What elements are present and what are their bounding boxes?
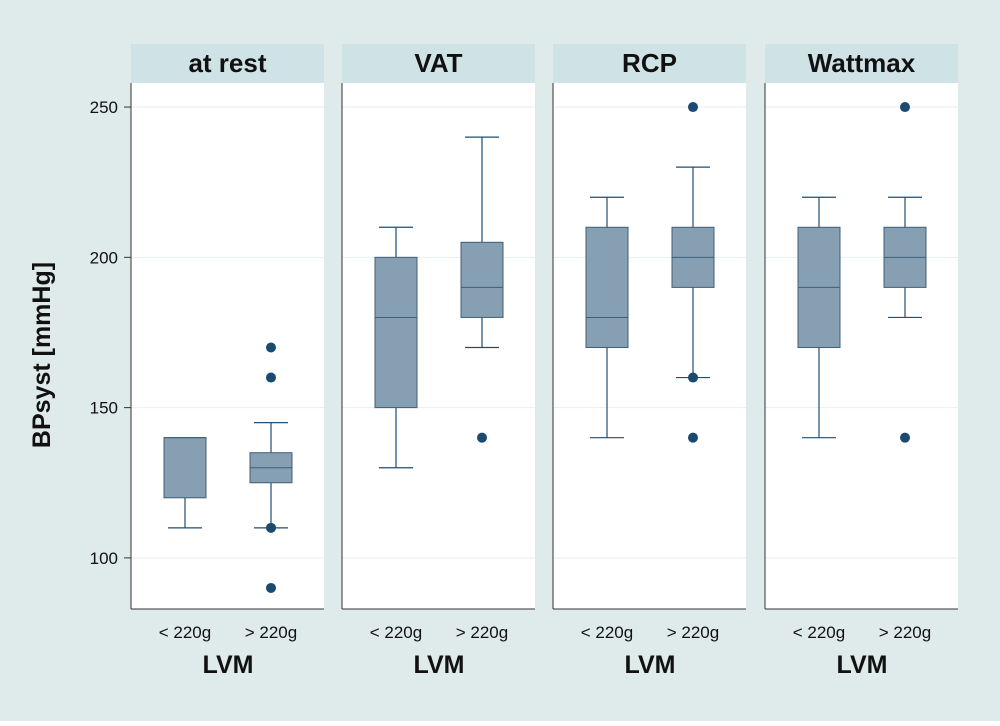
x-tick-label: > 220g [879,623,931,642]
outlier-point [900,432,910,443]
box-rect [460,241,504,318]
outlier-point [688,102,698,113]
outlier-point [266,522,276,533]
panel-1: VAT < 220g > 220g LVM [341,44,535,679]
panel-3: Wattmax < 220g > 220g LVM [764,44,958,679]
x-tick-label: < 220g [581,623,633,642]
panel-title: VAT [414,48,462,78]
panel-2: RCP < 220g > 220g LVM [552,44,746,679]
y-tick-label: 250 [90,98,118,117]
panels-group: at rest < 220g > 220g LVM VAT < 220g > 220g LVM… [90,44,958,679]
outlier-point [266,342,276,353]
plot-area [131,83,324,609]
y-tick-label: 150 [90,399,118,418]
x-axis-label: LVM [203,651,254,679]
x-tick-label: < 220g [370,623,422,642]
box-1 [883,102,927,443]
box-0 [374,226,418,469]
outlier-point [900,102,910,113]
y-axis: 100 150 200 250 [90,98,131,568]
box-1 [671,102,715,443]
outlier-point [688,432,698,443]
panel-header [765,44,958,83]
box-rect [374,256,418,409]
box-0 [585,196,629,439]
x-tick-label: < 220g [159,623,211,642]
x-tick-label: > 220g [667,623,719,642]
x-tick-label: > 220g [456,623,508,642]
x-axis-label: LVM [837,651,888,679]
plot-area [553,83,746,609]
box-rect [585,226,629,349]
y-tick-label: 100 [90,549,118,568]
panel-title: at rest [188,48,266,78]
x-tick-label: < 220g [793,623,845,642]
outlier-point [477,432,487,443]
outlier-point [688,372,698,383]
panel-header [342,44,535,83]
box-rect [163,437,207,499]
panel-0: at rest < 220g > 220g LVM [130,44,324,679]
box-1 [460,136,504,443]
plot-area [765,83,958,609]
panel-title: RCP [622,48,677,78]
plot-area [342,83,535,609]
x-tick-label: > 220g [245,623,297,642]
y-axis-label: BPsyst [mmHg] [28,262,56,448]
x-axis-label: LVM [414,651,465,679]
box-1 [249,342,293,593]
panel-header [553,44,746,83]
box-0 [163,437,207,529]
box-0 [797,196,841,439]
panel-header [131,44,324,83]
y-tick-label: 200 [90,248,118,267]
outlier-point [266,372,276,383]
x-axis-label: LVM [625,651,676,679]
panel-title: Wattmax [808,48,916,78]
outlier-point [266,582,276,593]
